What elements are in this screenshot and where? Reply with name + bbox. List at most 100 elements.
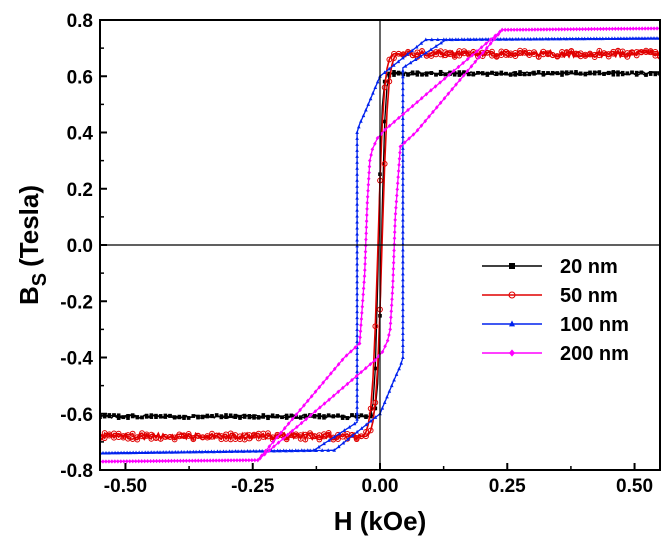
data-point bbox=[462, 70, 466, 75]
data-point bbox=[355, 279, 359, 284]
data-point bbox=[265, 433, 271, 440]
data-point bbox=[251, 432, 257, 439]
data-point bbox=[336, 444, 341, 449]
data-point bbox=[308, 413, 313, 418]
data-point bbox=[423, 118, 428, 124]
data-point bbox=[100, 433, 103, 440]
data-point bbox=[368, 362, 373, 367]
data-point bbox=[355, 309, 359, 314]
data-point bbox=[625, 36, 629, 40]
data-point bbox=[383, 127, 387, 132]
data-point bbox=[355, 429, 359, 434]
data-point bbox=[191, 414, 196, 418]
data-point bbox=[594, 36, 599, 41]
data-point bbox=[396, 70, 401, 75]
data-point bbox=[355, 154, 359, 158]
data-point bbox=[393, 223, 397, 229]
data-point bbox=[355, 219, 359, 224]
data-point bbox=[359, 316, 364, 322]
data-point bbox=[396, 168, 401, 174]
data-point bbox=[255, 435, 262, 442]
data-point bbox=[429, 47, 433, 52]
data-point bbox=[536, 27, 540, 32]
y-tick-label: 0.6 bbox=[67, 67, 93, 88]
data-point bbox=[163, 413, 168, 418]
data-point bbox=[522, 72, 527, 77]
data-point bbox=[401, 229, 405, 234]
data-point bbox=[361, 286, 366, 291]
data-point bbox=[309, 394, 314, 399]
data-point bbox=[390, 285, 395, 290]
data-point bbox=[238, 416, 242, 420]
data-point bbox=[528, 36, 533, 41]
data-point bbox=[653, 72, 658, 77]
data-point bbox=[447, 51, 453, 58]
legend-entry: 20 nm bbox=[482, 256, 618, 278]
data-point bbox=[282, 426, 287, 431]
data-point bbox=[284, 416, 289, 420]
data-point bbox=[242, 413, 247, 418]
data-point bbox=[634, 73, 639, 77]
data-point bbox=[406, 107, 410, 113]
data-point bbox=[540, 48, 547, 55]
data-point bbox=[424, 73, 429, 77]
data-point bbox=[401, 217, 405, 222]
data-point bbox=[206, 449, 210, 454]
data-point bbox=[610, 50, 617, 57]
data-point bbox=[355, 213, 359, 218]
data-point bbox=[540, 36, 545, 41]
data-point bbox=[366, 102, 371, 106]
data-point bbox=[450, 86, 454, 92]
data-point bbox=[325, 375, 329, 381]
data-point bbox=[172, 415, 177, 420]
data-point bbox=[313, 389, 318, 394]
data-point bbox=[260, 430, 267, 437]
data-point bbox=[624, 53, 631, 60]
data-point bbox=[355, 333, 359, 338]
y-tick-label: 0.2 bbox=[67, 180, 93, 201]
y-tick-label: 0.4 bbox=[67, 124, 94, 145]
data-point bbox=[116, 459, 120, 464]
data-point bbox=[375, 135, 380, 141]
data-point bbox=[355, 357, 359, 361]
data-point bbox=[360, 310, 364, 316]
data-point bbox=[331, 414, 336, 418]
data-point bbox=[643, 26, 647, 31]
data-point bbox=[355, 351, 359, 355]
data-point bbox=[429, 71, 434, 76]
y-tick-label: 0.8 bbox=[67, 11, 93, 32]
data-point bbox=[127, 459, 132, 464]
data-point bbox=[620, 70, 625, 75]
data-point bbox=[438, 72, 443, 77]
data-point bbox=[542, 27, 546, 32]
data-point bbox=[365, 212, 369, 218]
data-point bbox=[484, 45, 489, 51]
data-point bbox=[498, 52, 505, 58]
data-point bbox=[352, 421, 357, 426]
data-point bbox=[391, 55, 397, 62]
data-point bbox=[218, 433, 225, 439]
data-point bbox=[151, 458, 156, 464]
data-point bbox=[298, 416, 303, 420]
data-point bbox=[655, 26, 659, 31]
data-point bbox=[224, 415, 228, 419]
data-point bbox=[492, 36, 497, 42]
data-point bbox=[401, 343, 405, 347]
data-point bbox=[355, 148, 359, 152]
data-point bbox=[349, 349, 353, 354]
legend-label: 20 nm bbox=[560, 256, 618, 278]
data-point bbox=[390, 297, 394, 302]
data-point bbox=[102, 414, 107, 419]
data-point bbox=[518, 70, 522, 74]
data-point bbox=[381, 84, 388, 91]
data-point bbox=[582, 53, 589, 59]
data-point bbox=[212, 449, 216, 454]
data-point bbox=[401, 194, 405, 198]
data-point bbox=[355, 231, 359, 236]
data-point bbox=[419, 48, 425, 54]
data-point bbox=[144, 413, 149, 418]
data-point bbox=[637, 36, 641, 40]
data-point bbox=[382, 400, 387, 404]
data-point bbox=[397, 115, 401, 121]
data-point bbox=[272, 444, 276, 449]
